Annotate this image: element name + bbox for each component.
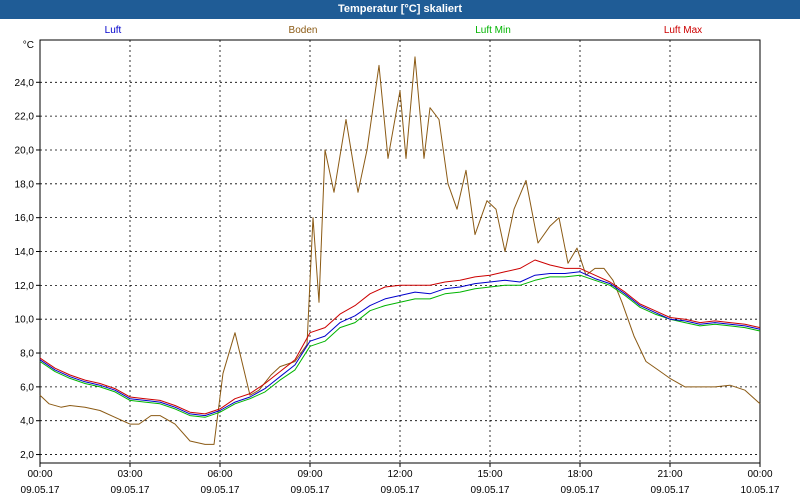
x-tick-date-label: 09.05.17 [291, 485, 330, 496]
x-tick-time-label: 03:00 [117, 469, 142, 480]
x-tick-date-label: 09.05.17 [471, 485, 510, 496]
x-tick-time-label: 21:00 [657, 469, 682, 480]
y-tick-label: 18,0 [15, 179, 35, 190]
x-tick-time-label: 09:00 [297, 469, 322, 480]
x-tick-time-label: 15:00 [477, 469, 502, 480]
x-tick-date-label: 09.05.17 [561, 485, 600, 496]
window-title: Temperatur [°C] skaliert [0, 0, 800, 19]
y-tick-label: 10,0 [15, 315, 35, 326]
x-tick-time-label: 18:00 [567, 469, 592, 480]
y-axis-label: °C [23, 40, 34, 51]
y-tick-label: 6,0 [20, 382, 34, 393]
x-tick-time-label: 00:00 [747, 469, 772, 480]
x-tick-time-label: 06:00 [207, 469, 232, 480]
x-tick-date-label: 09.05.17 [201, 485, 240, 496]
legend-entry: Luft Min [475, 25, 511, 36]
y-tick-label: 8,0 [20, 349, 34, 360]
x-tick-time-label: 00:00 [27, 469, 52, 480]
y-tick-label: 20,0 [15, 145, 35, 156]
series-line-boden [39, 56, 761, 445]
y-tick-label: 24,0 [15, 78, 35, 89]
x-tick-date-label: 09.05.17 [21, 485, 60, 496]
y-tick-label: 14,0 [15, 247, 35, 258]
series-line-luft [39, 271, 761, 417]
x-tick-date-label: 09.05.17 [111, 485, 150, 496]
x-tick-time-label: 12:00 [387, 469, 412, 480]
legend-entry: Luft Max [664, 25, 702, 36]
y-tick-label: 12,0 [15, 281, 35, 292]
y-tick-label: 4,0 [20, 416, 34, 427]
y-tick-label: 22,0 [15, 112, 35, 123]
legend-entry: Luft [105, 25, 122, 36]
y-tick-label: 16,0 [15, 213, 35, 224]
series-line-luft-min [39, 274, 761, 418]
x-tick-date-label: 09.05.17 [651, 485, 690, 496]
y-tick-label: 2,0 [20, 450, 34, 461]
series-line-luft-max [39, 259, 761, 415]
x-tick-date-label: 09.05.17 [381, 485, 420, 496]
chart-plot: 2,0 4,0 6,0 8,0 10,0 12,0 14,0 16,0 18,0 20,0 22,0… [15, 25, 780, 496]
legend-entry: Boden [289, 25, 318, 36]
x-tick-date-label: 10.05.17 [741, 485, 780, 496]
